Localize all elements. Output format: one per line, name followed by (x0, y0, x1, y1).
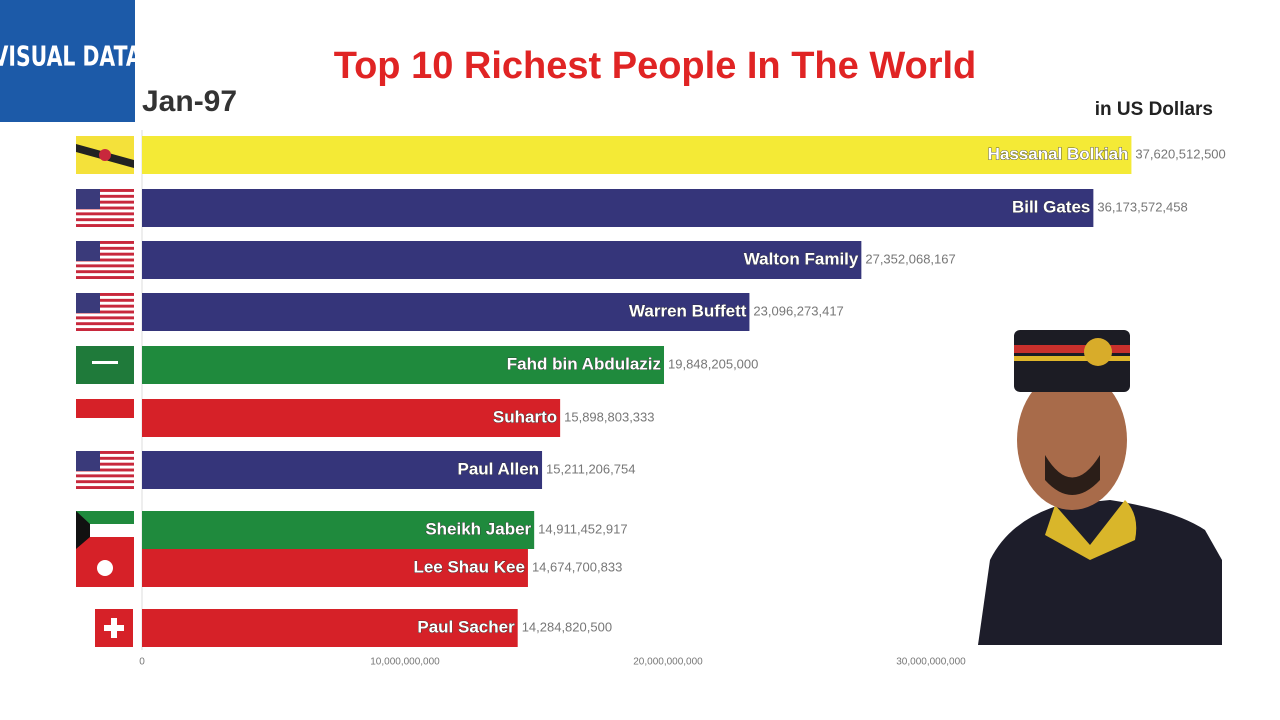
value-label: 14,284,820,500 (522, 619, 612, 634)
flag-trap (76, 511, 90, 549)
value-label: 15,898,803,333 (564, 409, 654, 424)
x-tick-label: 30,000,000,000 (896, 657, 966, 668)
flag-stripe (76, 252, 134, 256)
value-label: 15,211,206,754 (546, 461, 635, 476)
flag-stripe (76, 212, 134, 216)
flag-cross-v (111, 618, 117, 638)
flag (95, 609, 133, 647)
x-tick-label: 20,000,000,000 (633, 657, 703, 668)
flag (76, 189, 134, 227)
flag-canton (76, 241, 100, 261)
flag-stripe (76, 328, 134, 331)
value-label: 19,848,205,000 (668, 356, 758, 371)
flag-stripe (76, 206, 134, 210)
bar (142, 241, 862, 279)
flag-stripe (76, 486, 134, 489)
bar-name: Paul Sacher (417, 617, 515, 636)
flag-stripe (76, 194, 134, 198)
bar (142, 293, 750, 331)
flag (76, 293, 134, 331)
flag-stripe (76, 189, 134, 192)
date-label: Jan-97 (142, 85, 237, 118)
flag-canton (76, 189, 100, 209)
flag-stripe (76, 293, 134, 296)
bar-name: Sheikh Jaber (425, 519, 531, 538)
bar-name: Suharto (493, 407, 557, 426)
flag-mark (92, 361, 118, 364)
flag-stripe (76, 474, 134, 478)
value-label: 23,096,273,417 (753, 303, 843, 318)
flag-stripe (76, 258, 134, 262)
flag-stripe (76, 456, 134, 460)
bar-name: Lee Shau Kee (413, 557, 525, 576)
flag-green (76, 511, 134, 524)
bar-name: Paul Allen (457, 459, 539, 478)
bar (142, 136, 1132, 174)
flag-stripe (76, 270, 134, 274)
value-label: 37,620,512,500 (1135, 146, 1225, 161)
flag-stripe (76, 468, 134, 472)
flag (76, 241, 134, 279)
flag-stripe (76, 480, 134, 484)
flag (76, 399, 134, 418)
flag-field (76, 346, 134, 384)
flag-stripe (76, 200, 134, 204)
bar (142, 511, 535, 549)
flag-stripe (76, 241, 134, 244)
flag (76, 511, 134, 549)
portrait (978, 330, 1222, 645)
logo-box (0, 0, 135, 122)
flag-stripe (76, 304, 134, 308)
flag-flower (97, 560, 113, 576)
bar (142, 399, 561, 437)
bar-name: Walton Family (744, 249, 859, 268)
value-label: 36,173,572,458 (1097, 199, 1187, 214)
x-tick-label: 0 (139, 657, 145, 668)
x-tick-label: 10,000,000,000 (370, 657, 440, 668)
flag-stripe (76, 316, 134, 320)
flag-emblem (99, 149, 111, 161)
flag-stripe (76, 462, 134, 466)
flag-stripe (76, 246, 134, 250)
flag-top (76, 399, 134, 418)
bar (142, 346, 665, 384)
flag-stripe (76, 451, 134, 454)
bar (142, 189, 1094, 227)
flag-stripe (76, 298, 134, 302)
bar-name: Fahd bin Abdulaziz (507, 354, 661, 373)
value-label: 14,674,700,833 (532, 559, 622, 574)
chart-title: Top 10 Richest People In The World (334, 45, 977, 87)
flag-stripe (76, 218, 134, 222)
bar (142, 451, 543, 489)
flag (76, 451, 134, 489)
bar-name: Hassanal Bolkiah (988, 144, 1129, 163)
subtitle: in US Dollars (1095, 99, 1213, 120)
bar (142, 549, 528, 587)
bar (142, 609, 518, 647)
flag-red (76, 537, 134, 549)
value-label: 14,911,452,917 (538, 521, 627, 536)
value-label: 27,352,068,167 (865, 251, 955, 266)
logo: VISUAL DATA (0, 39, 142, 72)
flag-stripe (76, 322, 134, 326)
flag-stripe (76, 276, 134, 279)
flag (76, 549, 134, 587)
bar-name: Bill Gates (1012, 197, 1090, 216)
flag-canton (76, 293, 100, 313)
flag-stripe (76, 264, 134, 268)
flag (76, 136, 134, 174)
flag (76, 346, 134, 384)
bar-name: Warren Buffett (629, 301, 747, 320)
flag-stripe (76, 310, 134, 314)
flag-canton (76, 451, 100, 471)
flag-stripe (76, 224, 134, 227)
